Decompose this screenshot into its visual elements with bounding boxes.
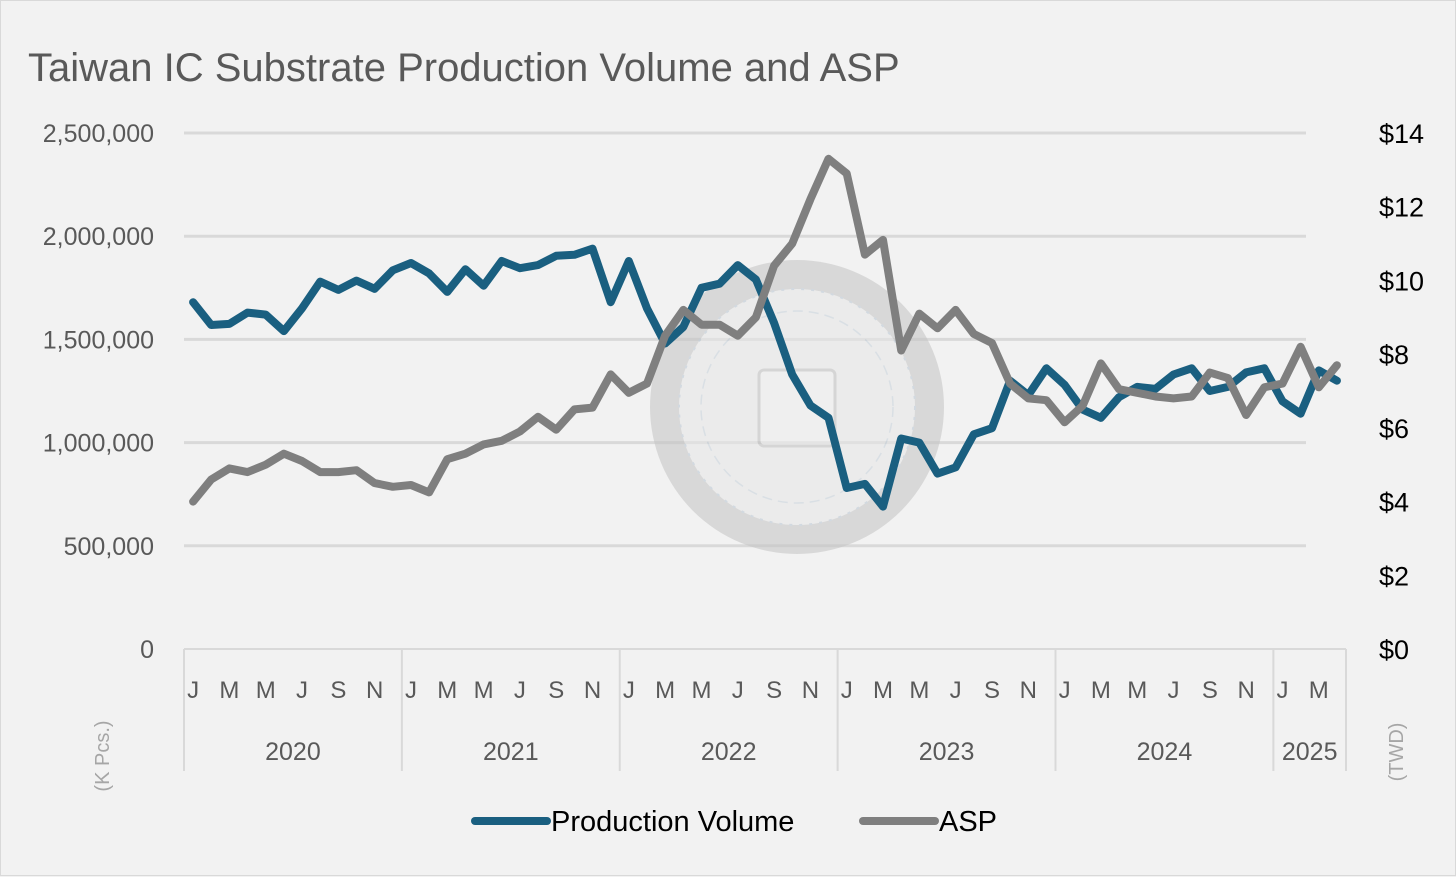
x-month-label: S [1202, 677, 1218, 704]
series-line-asp [189, 154, 1341, 506]
y-right-tick-label: $10 [1379, 266, 1424, 296]
x-month-label: J [1276, 677, 1288, 704]
y-right-tick-label: $2 [1379, 561, 1409, 591]
x-month-label: J [1168, 677, 1180, 704]
y-right-tick-label: $12 [1379, 193, 1424, 223]
x-month-label: J [950, 677, 962, 704]
y-right-tick-label: $0 [1379, 635, 1409, 665]
y-left-tick-label: 2,500,000 [43, 120, 154, 148]
x-month-label: S [330, 677, 346, 704]
legend-label-production-volume: Production Volume [551, 806, 794, 838]
x-year-label: 2020 [265, 738, 321, 766]
x-month-label: J [623, 677, 635, 704]
y-right-tick-label: $14 [1379, 119, 1424, 149]
x-month-label: N [366, 677, 383, 704]
x-year-label: 2022 [701, 738, 757, 766]
x-month-label: M [1091, 677, 1111, 704]
x-month-label: M [655, 677, 675, 704]
y-right-unit-label: (TWD) [1386, 723, 1408, 782]
x-month-label: J [296, 677, 308, 704]
x-year-label: 2024 [1137, 738, 1193, 766]
x-month-label: J [405, 677, 417, 704]
y-right-tick-label: $4 [1379, 488, 1409, 518]
x-month-label: J [732, 677, 744, 704]
x-month-label: M [256, 677, 276, 704]
x-month-label: J [1059, 677, 1071, 704]
x-month-label: M [873, 677, 893, 704]
legend-label-asp: ASP [939, 806, 997, 838]
x-month-label: J [514, 677, 526, 704]
x-month-label: M [474, 677, 494, 704]
x-month-label: M [909, 677, 929, 704]
x-month-label: M [437, 677, 457, 704]
watermark-seal [650, 260, 944, 554]
y-left-tick-label: 1,500,000 [43, 326, 154, 354]
y-right-tick-label: $8 [1379, 340, 1409, 370]
x-month-label: N [584, 677, 601, 704]
x-month-label: S [766, 677, 782, 704]
x-year-label: 2021 [483, 738, 539, 766]
x-month-label: J [187, 677, 199, 704]
chart-title: Taiwan IC Substrate Production Volume an… [28, 46, 900, 90]
x-month-label: N [1237, 677, 1254, 704]
x-month-label: N [1020, 677, 1037, 704]
y-left-tick-label: 0 [140, 636, 154, 664]
x-month-label: M [691, 677, 711, 704]
y-right-tick-label: $6 [1379, 414, 1409, 444]
x-month-label: J [841, 677, 853, 704]
y-left-tick-label: 2,000,000 [43, 223, 154, 251]
x-year-label: 2025 [1282, 738, 1338, 766]
y-left-tick-label: 1,000,000 [43, 430, 154, 458]
y-left-tick-label: 500,000 [64, 533, 154, 561]
legend: Production Volume ASP [471, 806, 997, 838]
x-month-label: N [802, 677, 819, 704]
x-year-label: 2023 [919, 738, 975, 766]
x-month-label: S [548, 677, 564, 704]
y-left-unit-label: (K Pcs.) [92, 720, 114, 791]
x-month-label: M [1309, 677, 1329, 704]
x-month-label: S [984, 677, 1000, 704]
x-month-label: M [1127, 677, 1147, 704]
x-month-label: M [219, 677, 239, 704]
